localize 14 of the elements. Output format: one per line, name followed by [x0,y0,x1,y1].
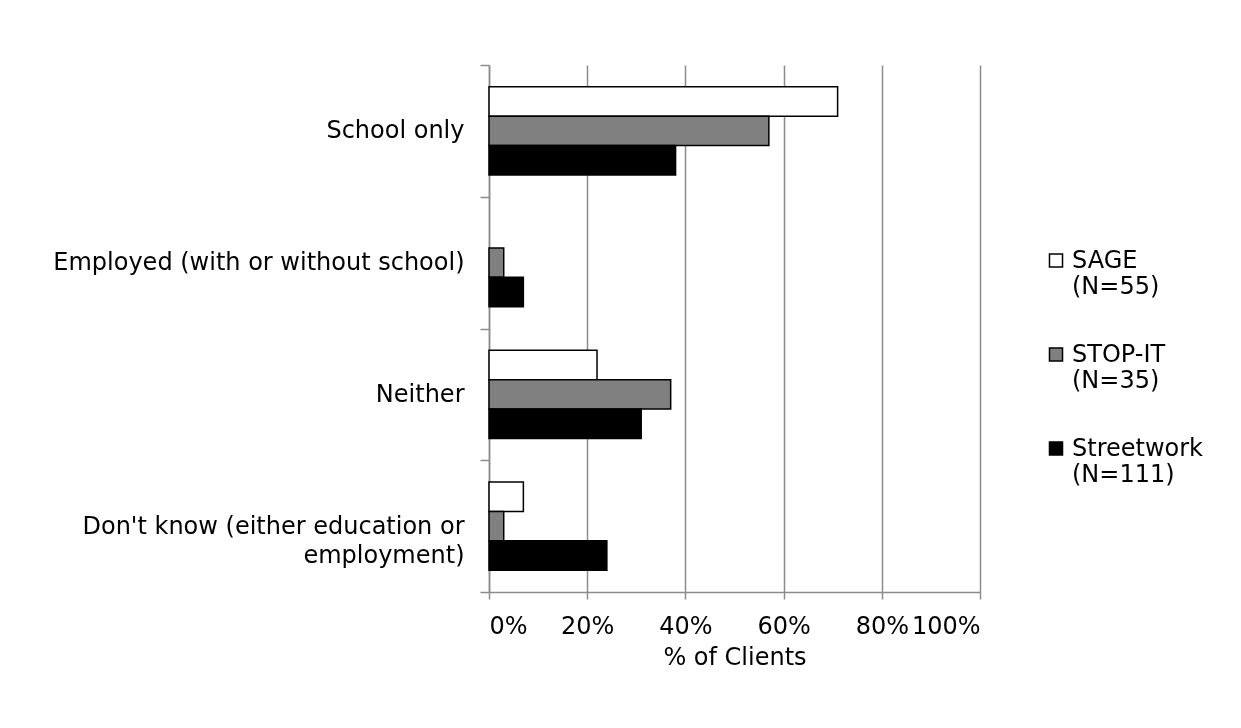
legend-label: STOP-IT (N=35) [1072,340,1166,395]
x-tick-label: 40% [659,611,713,640]
x-tick-label: 80% [855,611,909,640]
legend-label: SAGE (N=55) [1072,246,1160,301]
x-tick-label: 100% [911,611,981,640]
y-tick-label: Don't know (either education or employment) [82,511,465,569]
y-tick-label: School only [326,116,465,145]
x-tick-label: 60% [757,611,811,640]
legend-label: Streetwork (N=111) [1072,434,1204,489]
x-tick-label: 20% [561,611,615,640]
x-axis-title: % of Clients [663,642,807,671]
y-tick-label: Neither [375,379,465,408]
x-tick-label: 0% [489,611,528,640]
y-tick-label: Employed (with or without school) [53,248,465,277]
